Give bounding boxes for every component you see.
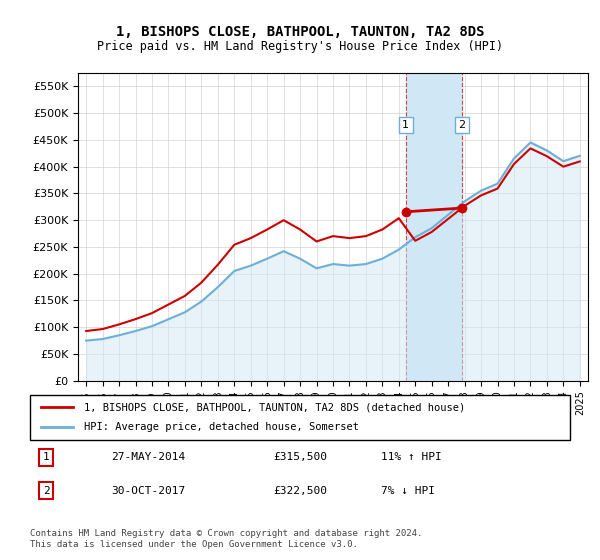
Text: Contains HM Land Registry data © Crown copyright and database right 2024.
This d: Contains HM Land Registry data © Crown c… (30, 529, 422, 549)
Text: 1: 1 (43, 452, 50, 462)
Text: £315,500: £315,500 (273, 452, 327, 462)
Bar (406, 73, 462, 381)
Text: 2: 2 (458, 120, 466, 130)
Text: £322,500: £322,500 (273, 486, 327, 496)
Text: 1: 1 (402, 120, 409, 130)
Text: 27-MAY-2014: 27-MAY-2014 (111, 452, 185, 462)
Text: 2: 2 (43, 486, 50, 496)
Text: Price paid vs. HM Land Registry's House Price Index (HPI): Price paid vs. HM Land Registry's House … (97, 40, 503, 53)
Text: 7% ↓ HPI: 7% ↓ HPI (381, 486, 435, 496)
Text: 11% ↑ HPI: 11% ↑ HPI (381, 452, 442, 462)
Text: 1, BISHOPS CLOSE, BATHPOOL, TAUNTON, TA2 8DS: 1, BISHOPS CLOSE, BATHPOOL, TAUNTON, TA2… (116, 25, 484, 39)
Text: HPI: Average price, detached house, Somerset: HPI: Average price, detached house, Some… (84, 422, 359, 432)
FancyBboxPatch shape (30, 395, 570, 440)
Text: 30-OCT-2017: 30-OCT-2017 (111, 486, 185, 496)
Text: 1, BISHOPS CLOSE, BATHPOOL, TAUNTON, TA2 8DS (detached house): 1, BISHOPS CLOSE, BATHPOOL, TAUNTON, TA2… (84, 402, 465, 412)
